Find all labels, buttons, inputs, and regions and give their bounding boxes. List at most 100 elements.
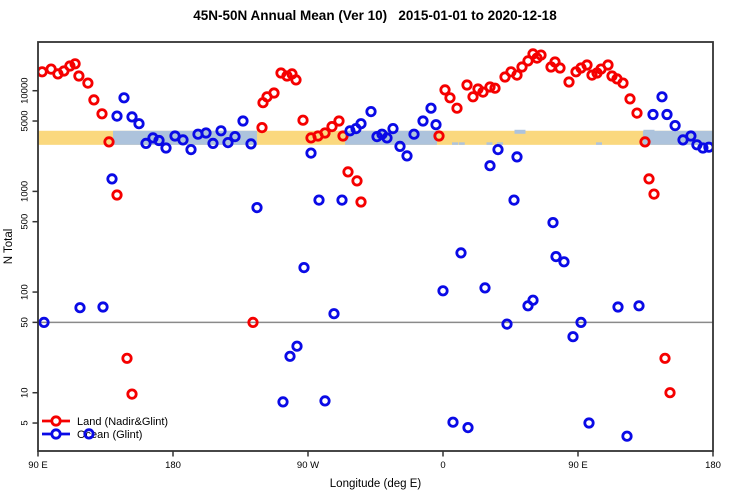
y-tick-label: 1000: [20, 181, 31, 202]
land-point: [477, 86, 489, 98]
land-point: [461, 79, 473, 91]
ocean-point: [251, 202, 263, 214]
ocean-point: [277, 396, 289, 408]
land-point: [290, 74, 302, 86]
ocean-point: [245, 138, 257, 150]
ocean-point: [703, 141, 713, 153]
y-tick-label: 5: [20, 420, 31, 425]
land-point: [433, 130, 445, 142]
land-point: [342, 166, 354, 178]
land-point: [96, 108, 108, 120]
legend-label: Land (Nadir&Glint): [77, 416, 168, 428]
ocean-point: [200, 127, 212, 139]
blue-band-speck: [596, 142, 602, 145]
land-point: [121, 352, 133, 364]
ocean-point: [215, 125, 227, 137]
ocean-series: [38, 91, 713, 442]
land-point: [103, 136, 115, 148]
ocean-point: [319, 395, 331, 407]
land-point: [511, 69, 523, 81]
land-point: [648, 188, 660, 200]
land-point: [563, 76, 575, 88]
land-point: [126, 388, 138, 400]
y-axis-title: N Total: [3, 229, 15, 265]
land-point: [256, 122, 268, 134]
ocean-point: [126, 111, 138, 123]
land-series: [38, 48, 676, 400]
ocean-point: [344, 125, 356, 137]
ocean-point: [612, 301, 624, 313]
land-point: [581, 59, 593, 71]
land-point: [326, 121, 338, 133]
ocean-point: [291, 340, 303, 352]
ocean-point: [387, 123, 399, 135]
ocean-point: [508, 194, 520, 206]
ocean-point: [430, 119, 442, 131]
ocean-point: [417, 115, 429, 127]
ocean-point: [685, 130, 697, 142]
ocean-point: [550, 251, 562, 263]
ocean-point: [558, 256, 570, 268]
y-tick-label: 5000: [20, 110, 31, 131]
ocean-point: [177, 134, 189, 146]
land-point: [333, 115, 345, 127]
ocean-point: [38, 316, 50, 328]
ocean-point: [229, 131, 241, 143]
x-tick-label: 90 E: [28, 460, 48, 471]
ocean-point: [479, 282, 491, 294]
ocean-point: [328, 308, 340, 320]
ocean-point: [647, 108, 659, 121]
ocean-point: [153, 134, 165, 147]
land-point: [639, 136, 651, 148]
blue-band-speck: [514, 129, 526, 134]
land-point: [297, 114, 309, 126]
ocean-point: [583, 417, 595, 429]
ocean-point: [111, 110, 123, 122]
land-point: [247, 316, 259, 328]
ocean-point: [365, 106, 377, 118]
ocean-point: [697, 142, 709, 154]
ocean-point: [106, 173, 118, 185]
land-point: [111, 189, 123, 201]
ocean-point: [656, 91, 668, 103]
blue-band-speck: [497, 142, 503, 145]
ocean-point: [237, 115, 249, 127]
ocean-point: [455, 247, 467, 259]
land-point: [467, 91, 479, 103]
ocean-point: [425, 102, 437, 114]
ocean-point: [74, 302, 86, 314]
y-tick-label: 500: [20, 214, 31, 230]
land-point: [643, 173, 655, 185]
land-point: [69, 58, 81, 70]
x-tick-label: 180: [705, 460, 721, 471]
x-tick-label: 90 W: [297, 460, 319, 471]
ocean-point: [97, 301, 109, 313]
ocean-point: [305, 147, 317, 159]
ocean-point: [207, 137, 219, 149]
ocean-point: [669, 120, 681, 132]
land-point: [319, 127, 331, 139]
land-point: [73, 70, 85, 82]
land-point: [38, 66, 48, 78]
legend-marker-circle: [50, 428, 62, 440]
ocean-point: [185, 144, 197, 156]
land-point: [444, 92, 456, 104]
blue-band-speck: [458, 142, 465, 145]
ocean-point: [222, 137, 234, 149]
x-axis-title: Longitude (deg E): [330, 478, 422, 490]
land-point: [659, 352, 671, 364]
land-point: [268, 87, 280, 99]
land-point: [664, 387, 676, 399]
ocean-point: [160, 142, 172, 154]
ocean-point: [394, 140, 406, 152]
land-point: [484, 81, 496, 93]
ocean-point: [621, 430, 633, 442]
plot-frame: [37, 41, 714, 452]
legend-item-land: Land (Nadir&Glint): [42, 415, 168, 428]
ocean-point: [401, 150, 413, 162]
ocean-point: [298, 261, 310, 274]
ocean-point: [140, 137, 152, 149]
y-tick-label: 10000: [20, 77, 31, 103]
